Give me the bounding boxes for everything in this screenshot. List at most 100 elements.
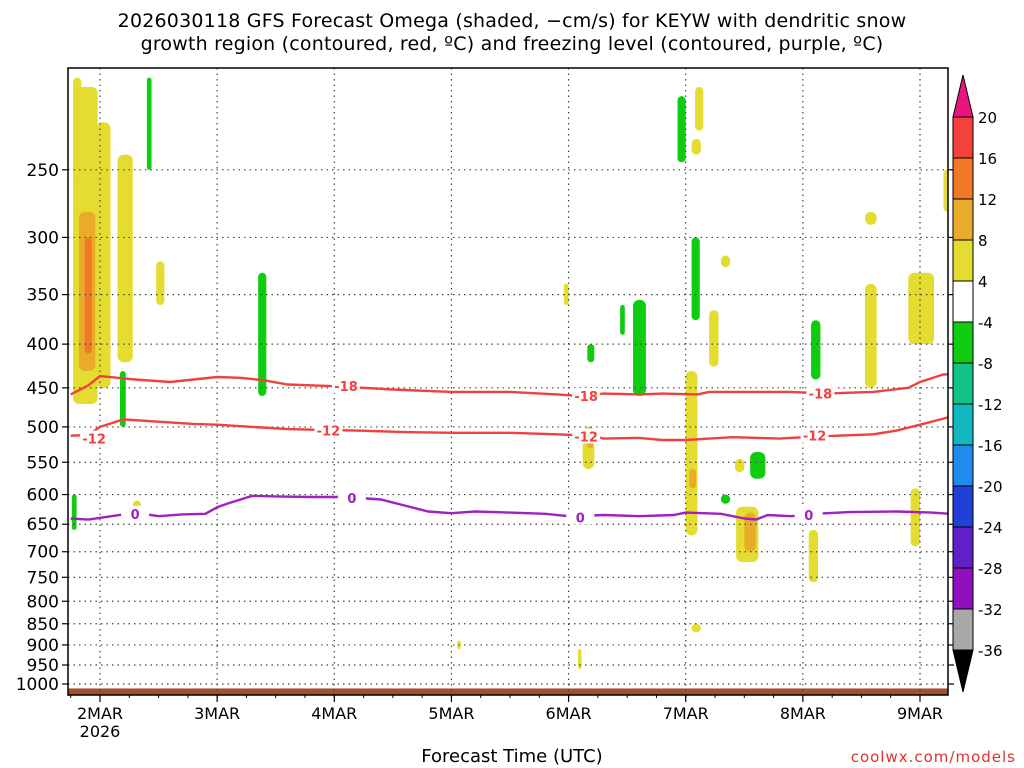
colorbar-label--4: -4	[978, 314, 993, 332]
x-tick-label-4MAR: 4MAR	[311, 704, 357, 723]
omega-shade-10	[695, 87, 704, 131]
y-tick-label-950: 950	[27, 656, 59, 676]
omega-shade-38	[811, 320, 821, 380]
colorbar-box-3	[952, 239, 974, 282]
colorbar-box-8	[952, 444, 974, 487]
contour-label-bg	[572, 387, 601, 403]
colorbar-box-4	[952, 280, 974, 323]
omega-shade-18	[864, 211, 877, 225]
contour-label--12: -12	[82, 433, 106, 448]
contour-label--12: -12	[803, 430, 827, 445]
y-tick-label-350: 350	[27, 286, 59, 306]
omega-shade-16	[808, 529, 819, 583]
contour-label-bg	[337, 490, 366, 506]
omega-shade-27	[691, 623, 701, 633]
x-tick-label-9MAR: 9MAR	[897, 704, 943, 723]
y-tick-label-800: 800	[27, 592, 59, 612]
contour-0	[70, 494, 948, 521]
contour-label-0: 0	[804, 509, 813, 524]
chart-title-line2: growth region (contoured, red, ºC) and f…	[140, 33, 884, 55]
omega-shade-15	[744, 512, 756, 552]
colorbar-box-12	[952, 608, 974, 651]
omega-shade-8	[685, 370, 698, 536]
contour-label--18: -18	[809, 388, 833, 403]
omega-shade-1	[96, 122, 111, 388]
x-tick-label-2MAR: 2MAR	[77, 704, 123, 723]
colorbar-box-0	[952, 116, 974, 159]
y-tick-label-450: 450	[27, 379, 59, 399]
contour-label-bg	[806, 385, 835, 401]
contour-label-bg	[566, 509, 595, 525]
colorbar-top-arrow	[952, 74, 974, 118]
y-tick-label-550: 550	[27, 453, 59, 473]
omega-shade-33	[620, 305, 625, 335]
chart-title-line1: 2026030118 GFS Forecast Omega (shaded, −…	[117, 10, 907, 32]
colorbar-box-7	[952, 403, 974, 446]
x-axis-label: Forecast Time (UTC)	[421, 746, 603, 767]
x-tick-label-7MAR: 7MAR	[663, 704, 709, 723]
x-tick-label-8MAR: 8MAR	[780, 704, 826, 723]
x-tick-label-6MAR: 6MAR	[546, 704, 592, 723]
colorbar-label-20: 20	[978, 109, 997, 127]
contour-label-bg	[794, 506, 823, 522]
colorbar-label--36: -36	[978, 642, 1003, 660]
colorbar-box-1	[952, 157, 974, 200]
omega-shade-37	[720, 494, 731, 504]
colorbar-box-11	[952, 567, 974, 610]
contour-label-bg	[314, 422, 343, 438]
x-tick-label-5MAR: 5MAR	[428, 704, 474, 723]
omega-shade-30	[258, 272, 267, 396]
colorbar-label-4: 4	[978, 273, 988, 291]
contour-label-bg	[121, 505, 150, 521]
colorbar-label--24: -24	[978, 519, 1003, 537]
omega-shade-21	[943, 169, 948, 212]
y-tick-label-300: 300	[27, 228, 59, 248]
omega-shade-11	[709, 310, 719, 367]
omega-shade-31	[119, 370, 126, 427]
y-tick-label-400: 400	[27, 335, 59, 355]
colorbar-bottom-arrow	[952, 649, 974, 693]
contour-label--12: -12	[574, 430, 598, 445]
omega-shade-24	[563, 283, 569, 306]
omega-shade-6	[84, 237, 92, 354]
surface-band	[68, 688, 948, 695]
omega-shade-32	[633, 299, 646, 396]
colorbar-label--32: -32	[978, 601, 1003, 619]
contour-label-bg	[332, 378, 360, 394]
y-tick-label-700: 700	[27, 543, 59, 563]
omega-shade-3	[117, 154, 133, 363]
omega-shade-40	[71, 494, 77, 530]
y-tick-label-500: 500	[27, 418, 59, 438]
omega-shade-28	[691, 138, 701, 155]
contour-label-bg	[800, 427, 829, 443]
colorbar-label--20: -20	[978, 478, 1003, 496]
omega-shade-20	[910, 488, 920, 547]
omega-shade-4	[156, 261, 165, 306]
contour-label-0: 0	[576, 511, 585, 526]
plot-frame	[67, 67, 949, 696]
colorbar-box-10	[952, 526, 974, 569]
omega-shade-17	[864, 283, 877, 388]
omega-shade-34	[677, 96, 686, 163]
omega-shade-2	[73, 77, 82, 185]
contour-label-bg	[572, 428, 601, 444]
omega-shade-29	[146, 77, 152, 170]
y-tick-label-1000: 1000	[16, 675, 59, 695]
omega-shade-39	[587, 344, 595, 363]
x-tick-sublabel: 2026	[80, 722, 121, 741]
contour-label--18: -18	[334, 380, 358, 395]
omega-shade-19	[908, 272, 935, 345]
colorbar-label-12: 12	[978, 191, 997, 209]
credit-link[interactable]: coolwx.com/models	[850, 748, 1016, 766]
y-tick-label-600: 600	[27, 486, 59, 506]
colorbar-label--8: -8	[978, 355, 993, 373]
colorbar-box-5	[952, 321, 974, 364]
omega-shade-26	[577, 649, 582, 669]
colorbar-box-6	[952, 362, 974, 405]
omega-shade-13	[734, 458, 745, 473]
y-tick-label-900: 900	[27, 636, 59, 656]
contour-label--18: -18	[574, 390, 598, 405]
colorbar-box-9	[952, 485, 974, 528]
x-tick-label-3MAR: 3MAR	[194, 704, 240, 723]
